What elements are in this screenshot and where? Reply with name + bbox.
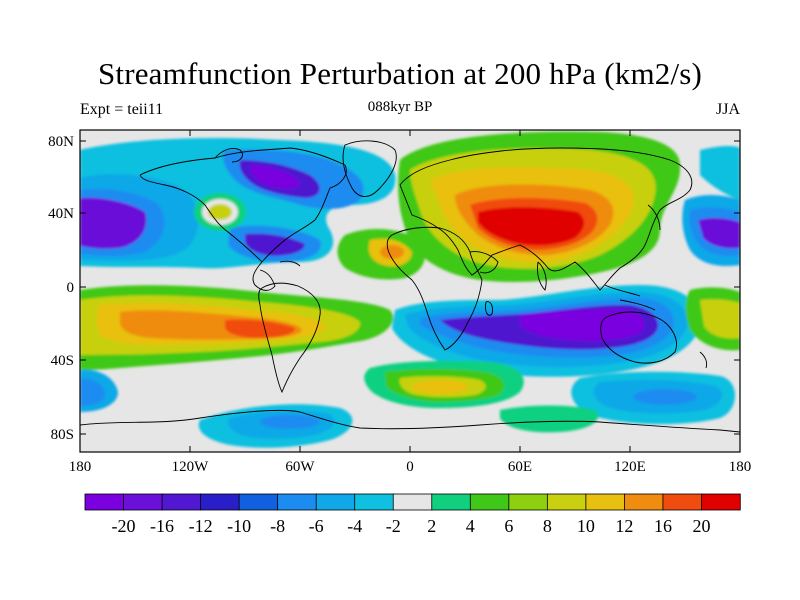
colorbar-label: -4 [347,516,362,536]
colorbar-swatch [431,493,471,511]
lon-tick-180w: 180 [69,459,92,475]
colorbar-label: 4 [466,516,475,536]
colorbar-label: 12 [615,516,633,536]
colorbar-label: 8 [543,516,552,536]
colorbar: -20 -16 -12 -10 -8 -6 -4 -2 2 4 6 8 10 12 16 20 [84,493,741,536]
colorbar-swatch [392,493,433,511]
coastlines [80,140,740,433]
lon-tick-180e: 180 [729,459,752,475]
colorbar-swatch [354,493,394,511]
colorbar-swatch [238,493,279,511]
colorbar-swatch [469,493,510,511]
colorbar-swatch [585,493,626,511]
lat-tick-80n: 80N [48,134,74,150]
lon-tick-60w: 60W [285,459,315,475]
colorbar-swatch [701,493,741,511]
experiment-label: Expt = teii11 [80,101,164,118]
lon-tick-0: 0 [406,459,414,475]
colorbar-swatch [546,493,587,511]
lon-tick-marks [79,130,741,452]
colorbar-label: -2 [386,516,401,536]
colorbar-label: 20 [692,516,710,536]
colorbar-label: 10 [577,516,595,536]
colorbar-swatch [662,493,703,511]
lon-tick-120e: 120E [614,459,646,475]
colorbar-label: 16 [654,516,672,536]
lat-tick-marks [80,140,740,435]
colorbar-label: -10 [227,516,251,536]
colorbar-label: -12 [189,516,213,536]
colorbar-swatch [624,493,664,511]
plot-title: Streamfunction Perturbation at 200 hPa (… [97,56,703,91]
colorbar-label: -20 [112,516,136,536]
lat-tick-80s: 80S [51,427,74,443]
time-label: 088kyr BP [367,99,433,115]
colorbar-swatch [508,493,549,511]
lat-tick-0: 0 [67,280,75,296]
lon-tick-60e: 60E [508,459,532,475]
colorbar-swatch [161,493,202,511]
colorbar-label: -6 [309,516,324,536]
lat-tick-40s: 40S [51,353,74,369]
colorbar-swatch [200,493,240,511]
colorbar-label: 6 [504,516,513,536]
streamfunction-field [80,130,740,452]
lon-tick-120w: 120W [172,459,210,475]
colorbar-swatch [315,493,356,511]
lat-tick-40n: 40N [48,206,74,222]
colorbar-label: -8 [270,516,285,536]
colorbar-label: 2 [427,516,436,536]
colorbar-label: -16 [150,516,174,536]
colorbar-swatch [123,493,163,511]
season-label: JJA [715,101,740,118]
colorbar-swatch [84,493,125,511]
colorbar-swatch [277,493,317,511]
